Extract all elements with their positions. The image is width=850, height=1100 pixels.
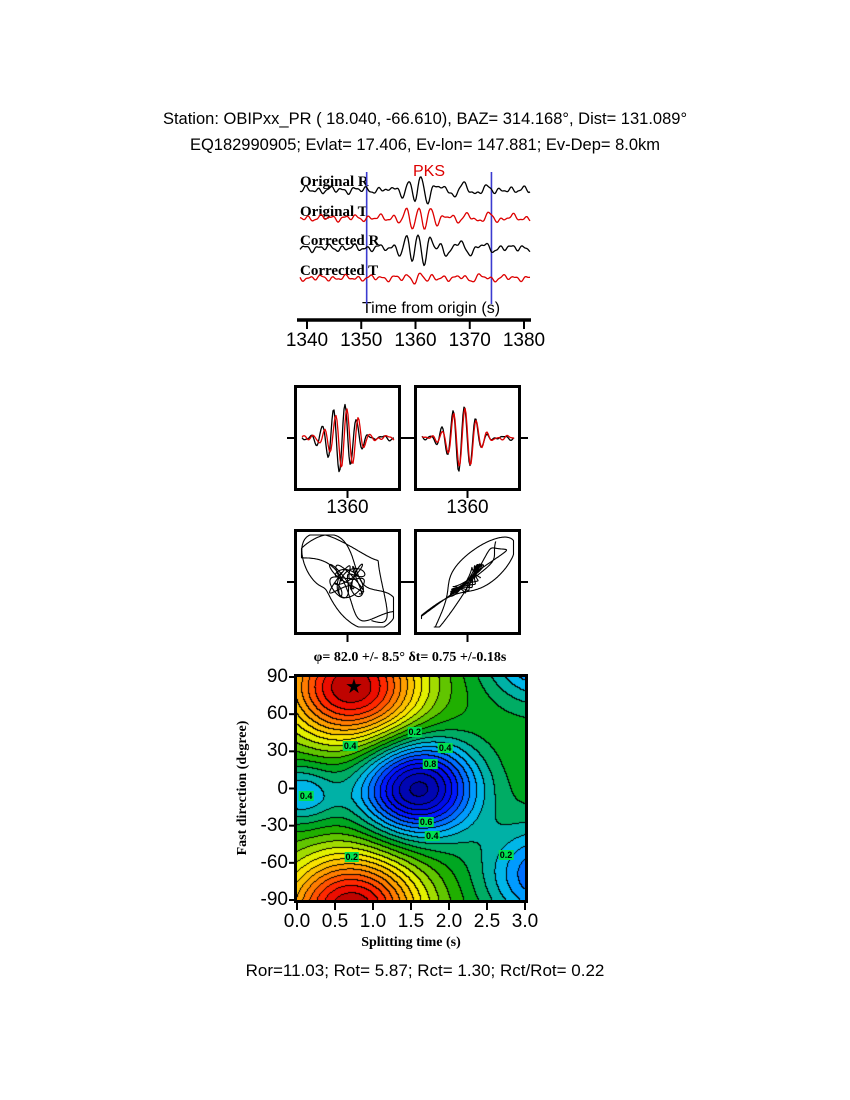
footer-stats: Ror=11.03; Rot= 5.87; Rct= 1.30; Rct/Rot… — [245, 961, 605, 980]
contour-xtick-label: 2.5 — [473, 911, 501, 932]
time-axis-title: Time from origin (s) — [361, 300, 501, 317]
time-axis-tick-label: 1340 — [285, 330, 329, 351]
phase-label: PKS — [413, 163, 446, 180]
contour-xtick-label: 0.5 — [321, 911, 349, 932]
contour-ytick-label: 30 — [266, 740, 288, 762]
contour-annotation-label: 0.6 — [418, 816, 434, 827]
time-axis-tick-label: 1380 — [502, 330, 546, 351]
header-event-line: EQ182990905; Evlat= 17.406, Ev-lon= 147.… — [189, 136, 661, 154]
contour-annotation-label: 0.4 — [342, 741, 358, 752]
time-axis-tick-label: 1370 — [448, 330, 491, 351]
contour-title: φ= 82.0 +/- 8.5° δt= 0.75 +/-0.18s — [313, 650, 507, 665]
contour-ytick-label: -60 — [260, 851, 288, 873]
contour-ytick-label: 60 — [266, 703, 288, 725]
time-axis-tick-label: 1350 — [340, 330, 383, 351]
contour-xtick-label: 1.0 — [359, 911, 387, 932]
contour-xtick-label: 1.5 — [397, 911, 425, 932]
best-solution-star-icon: ★ — [345, 675, 363, 698]
contour-annotation-label: 0.4 — [437, 742, 453, 753]
contour-ytick-label: -30 — [260, 814, 288, 836]
particle-motion-box-left — [294, 529, 401, 635]
zoom-left-tick-label: 1360 — [326, 497, 369, 518]
header-station-line: Station: OBIPxx_PR ( 18.040, -66.610), B… — [162, 110, 688, 128]
contour-annotation-label: 0.4 — [425, 830, 440, 841]
trace-label-corrected-t: Corrected T — [300, 263, 379, 279]
contour-annotation-label: 0.2 — [344, 851, 359, 862]
contour-annotation-label: 0.2 — [407, 726, 423, 737]
time-axis-tick-label: 1360 — [394, 330, 437, 351]
contour-x-axis-label: Splitting time (s) — [361, 935, 461, 950]
contour-xtick-label: 0.0 — [283, 911, 311, 932]
contour-frame — [294, 674, 528, 903]
particle-motion-box-right — [414, 529, 521, 635]
contour-annotation-label: 0.8 — [422, 758, 438, 769]
trace-label-corrected-r: Corrected R — [300, 233, 380, 249]
contour-annotation-label: 0.4 — [298, 790, 314, 801]
contour-ytick-label: 0 — [277, 777, 288, 799]
contour-annotation-label: 0.2 — [498, 850, 514, 861]
contour-canvas — [297, 677, 525, 900]
contour-y-axis-label: Fast direction (degree) — [235, 720, 250, 856]
contour-xtick-label: 3.0 — [511, 911, 539, 932]
zoom-panel-box-right — [414, 385, 521, 491]
contour-ytick-label: 90 — [266, 666, 288, 687]
contour-xtick-label: 2.0 — [435, 911, 463, 932]
zoom-panel-box-left — [294, 385, 401, 491]
zoom-right-tick-label: 1360 — [446, 497, 489, 518]
contour-ytick-label: -90 — [260, 889, 288, 910]
trace-label-original-t: Original T — [300, 204, 368, 220]
trace-label-original-r: Original R — [300, 174, 369, 190]
